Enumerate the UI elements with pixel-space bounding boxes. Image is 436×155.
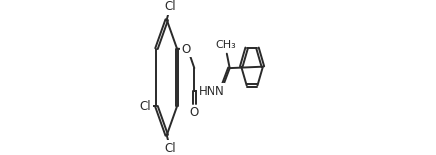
Text: Cl: Cl [164,0,176,13]
Text: O: O [190,106,199,119]
Text: Cl: Cl [164,142,176,155]
Text: CH₃: CH₃ [216,40,236,50]
Text: N: N [215,85,224,98]
Text: Cl: Cl [140,100,151,113]
Text: O: O [182,43,191,56]
Text: HN: HN [198,85,216,98]
